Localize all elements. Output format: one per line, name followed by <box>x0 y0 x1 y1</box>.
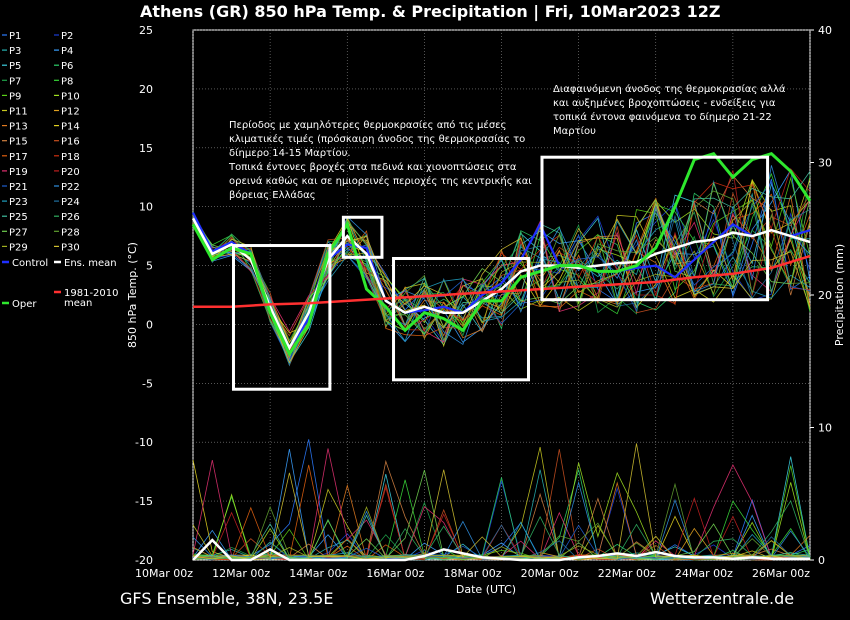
legend-item-1981-2010-mean-suffix: mean <box>64 298 92 309</box>
legend-item-p13: P13 <box>9 122 28 133</box>
annotation-right-line: Διαφαινόμενη άνοδος της θερμοκρασίας αλλ… <box>553 83 786 95</box>
series-line-ens-mean <box>191 217 811 351</box>
legend-item-p29: P29 <box>9 242 28 253</box>
legend-item-p9: P9 <box>9 91 21 102</box>
x-tick-label: 14Mar 00z <box>289 567 347 580</box>
legend-item-p25: P25 <box>9 212 28 223</box>
legend-item-p6: P6 <box>61 61 73 72</box>
legend-item-p28: P28 <box>61 227 80 238</box>
y-tick-label: 20 <box>139 83 153 96</box>
member-temp-line <box>192 202 811 364</box>
series-line-oper <box>191 151 812 357</box>
y-tick-label: -20 <box>135 554 153 567</box>
y-tick-label: -10 <box>135 436 153 449</box>
legend-item-p1: P1 <box>9 31 21 42</box>
y-tick-label: 25 <box>139 24 153 37</box>
y-tick-label: -15 <box>135 495 153 508</box>
x-tick-label: 16Mar 00z <box>366 567 424 580</box>
annotation-left-line: δίημερο 14-15 Μαρτίου. <box>229 147 351 159</box>
legend-item-p18: P18 <box>61 152 80 163</box>
legend-item-p30: P30 <box>61 242 80 253</box>
annotation-right-line: Μαρτίου <box>553 125 596 137</box>
legend-item-p24: P24 <box>61 197 80 208</box>
x-tick-label: 20Mar 00z <box>521 567 579 580</box>
legend-item-p7: P7 <box>9 76 21 87</box>
chart-title: Athens (GR) 850 hPa Temp. & Precipitatio… <box>140 2 720 22</box>
annotation-right-line: τοπικά έντονα φαινόμενα το δίημερο 21-22 <box>553 111 772 123</box>
x-tick-label: 10Mar 00z <box>135 567 193 580</box>
legend-item-p17: P17 <box>9 152 28 163</box>
x-tick-label: 18Mar 00z <box>443 567 501 580</box>
member-temp-line <box>192 198 811 343</box>
legend-item-p21: P21 <box>9 182 28 193</box>
legend-item-p8: P8 <box>61 76 73 87</box>
highlight-box <box>392 256 530 382</box>
legend-item-p4: P4 <box>61 46 73 57</box>
y-axis-label: 850 hPa Temp. (°C) <box>126 242 139 348</box>
legend-item-p27: P27 <box>9 227 28 238</box>
highlight-box <box>540 155 770 302</box>
annotation-left-line: κλιματικές τιμές (πρόσκαιρη άνοδος της θ… <box>229 133 525 145</box>
legend-item-p19: P19 <box>9 167 28 178</box>
x-tick-label: 24Mar 00z <box>675 567 733 580</box>
legend-item-p3: P3 <box>9 46 21 57</box>
annotation-left-line: Περίοδος με χαμηλότερες θερμοκρασίες από… <box>229 119 506 131</box>
y2-tick-label: 20 <box>818 289 832 302</box>
annotation-right-line: και αυξημένες βροχοπτώσεις - ενδείξεις γ… <box>553 97 776 109</box>
annotation-left-line: βόρειας Ελλάδας <box>229 189 316 201</box>
legend-item-p10: P10 <box>61 91 80 102</box>
y2-tick-label: 10 <box>818 422 832 435</box>
legend-item-oper: Oper <box>12 299 37 310</box>
y2-tick-label: 0 <box>818 554 825 567</box>
footer-site: Wetterzentrale.de <box>650 589 795 608</box>
y-tick-label: 0 <box>146 318 153 331</box>
legend-item-p15: P15 <box>9 137 28 148</box>
y-tick-label: 5 <box>146 260 153 273</box>
y2-tick-label: 30 <box>818 157 832 170</box>
y-tick-label: 15 <box>139 142 153 155</box>
x-axis-label: Date (UTC) <box>456 583 516 596</box>
annotation-left-line: Τοπικά έντονες βροχές στα πεδινά και χιο… <box>228 161 517 173</box>
member-precip-line <box>192 465 811 561</box>
plot-area: -20 -15 -10 -5 0 5 10 15 20 25 0 10 20 30 40 10Mar 00z 1… <box>2 24 832 580</box>
footer-model-info: GFS Ensemble, 38N, 23.5E <box>120 589 334 608</box>
series-line-1981-2010-mean <box>193 254 811 309</box>
y-tick-label: 10 <box>139 201 153 214</box>
legend-item-control: Control <box>12 258 48 269</box>
legend-item-p20: P20 <box>61 167 80 178</box>
x-tick-label: 22Mar 00z <box>598 567 656 580</box>
legend-item-1981-2010-mean: 1981-2010 <box>64 288 119 299</box>
legend-item-p23: P23 <box>9 197 28 208</box>
precip-mean-line <box>192 538 810 562</box>
member-temp-line <box>192 191 811 337</box>
y-tick-label: -5 <box>142 377 153 390</box>
legend-item-p16: P16 <box>61 137 80 148</box>
legend-item-p22: P22 <box>61 182 80 193</box>
legend-item-p11: P11 <box>9 107 28 118</box>
highlight-box <box>341 215 384 259</box>
legend-item-p14: P14 <box>61 122 80 133</box>
highlight-box <box>231 244 332 391</box>
x-tick-label: 26Mar 00z <box>752 567 810 580</box>
legend-item-ens-mean: Ens. mean <box>64 258 117 269</box>
legend-item-p12: P12 <box>61 107 80 118</box>
legend-item-p26: P26 <box>61 212 80 223</box>
legend-item-p2: P2 <box>61 31 73 42</box>
y2-tick-label: 40 <box>818 24 832 37</box>
legend-item-p5: P5 <box>9 61 21 72</box>
y2-axis-label: Precipitation (mm) <box>833 244 846 346</box>
annotation-left-line: ορεινά καθώς και σε ημιορεινές περιοχές … <box>229 175 532 187</box>
x-tick-label: 12Mar 00z <box>212 567 270 580</box>
